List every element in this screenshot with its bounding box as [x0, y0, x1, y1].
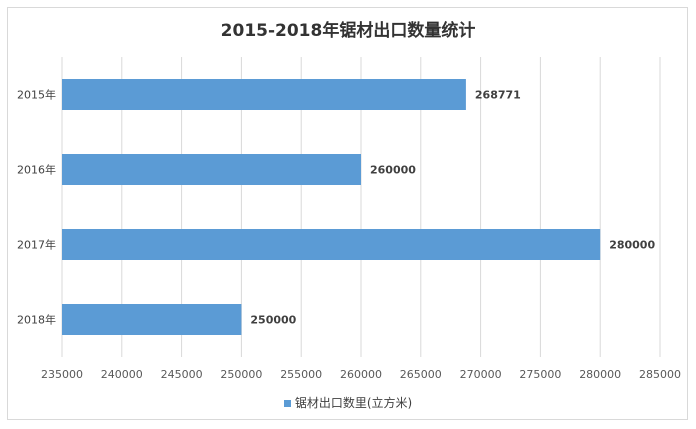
legend-swatch [283, 400, 291, 407]
legend-label: 锯材出口数里(立方米) [294, 396, 413, 410]
x-tick-label: 275000 [519, 368, 561, 381]
bar [62, 229, 601, 260]
x-tick-label: 250000 [220, 368, 262, 381]
y-tick-label: 2017年 [17, 238, 56, 252]
chart-title: 2015-2018年锯材出口数量统计 [220, 21, 476, 41]
y-tick-label: 2018年 [17, 313, 56, 327]
x-tick-label: 235000 [41, 368, 83, 381]
x-tick-label: 245000 [161, 368, 203, 381]
bar [62, 79, 466, 110]
data-label: 250000 [250, 314, 296, 327]
chart-frame [7, 7, 688, 420]
y-tick-label: 2015年 [17, 88, 56, 102]
y-tick-label: 2016年 [17, 163, 56, 177]
data-label: 260000 [370, 164, 416, 177]
x-tick-label: 285000 [639, 368, 681, 381]
bar [62, 154, 361, 185]
x-tick-label: 260000 [340, 368, 382, 381]
x-tick-label: 270000 [460, 368, 502, 381]
legend: 锯材出口数里(立方米) [0, 394, 696, 411]
x-tick-label: 255000 [280, 368, 322, 381]
data-label: 280000 [609, 239, 655, 252]
data-label: 268771 [475, 89, 521, 102]
x-tick-label: 240000 [101, 368, 143, 381]
x-tick-label: 265000 [400, 368, 442, 381]
bar [62, 304, 242, 335]
x-tick-label: 280000 [579, 368, 621, 381]
